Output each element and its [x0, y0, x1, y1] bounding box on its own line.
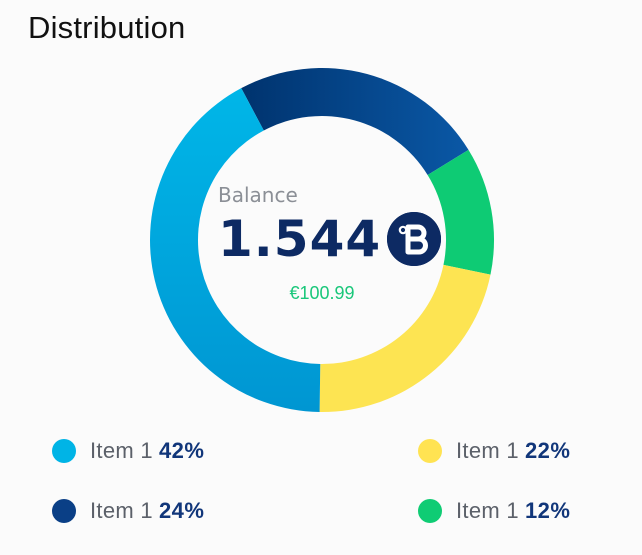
balance-row: 1.544	[218, 208, 442, 270]
coin-b-icon	[387, 212, 442, 266]
balance-value: 1.544	[218, 210, 382, 268]
legend-item[interactable]: Item 1 42%	[52, 436, 204, 466]
balance-fiat-value: €100.99	[289, 283, 355, 303]
donut-segment-4[interactable]	[150, 88, 321, 412]
legend-color-dot-icon	[418, 499, 442, 523]
legend-item[interactable]: Item 1 12%	[418, 496, 570, 526]
legend-label: Item 1	[456, 498, 519, 523]
legend-color-dot-icon	[52, 439, 76, 463]
legend-label: Item 1	[456, 438, 519, 463]
donut-center: Balance 1.544 €100.99	[140, 58, 504, 422]
legend-percent: 42%	[158, 438, 205, 463]
donut-segment-1[interactable]	[241, 68, 469, 176]
donut-segment-2[interactable]	[427, 149, 494, 275]
legend-item[interactable]: Item 1 24%	[52, 496, 204, 526]
distribution-donut-chart: Balance 1.544 €100.99	[140, 58, 504, 422]
donut-svg	[150, 68, 494, 413]
legend-color-dot-icon	[418, 439, 442, 463]
donut-segment-3[interactable]	[319, 264, 491, 413]
legend-color-dot-icon	[52, 499, 76, 523]
legend-label: Item 1	[90, 498, 153, 523]
legend-percent: 12%	[524, 498, 571, 523]
balance-label: Balance	[218, 183, 298, 207]
legend-percent: 24%	[158, 498, 205, 523]
legend-percent: 22%	[524, 438, 571, 463]
page-title: Distribution	[28, 10, 186, 45]
legend-item[interactable]: Item 1 22%	[418, 436, 570, 466]
legend-label: Item 1	[90, 438, 153, 463]
